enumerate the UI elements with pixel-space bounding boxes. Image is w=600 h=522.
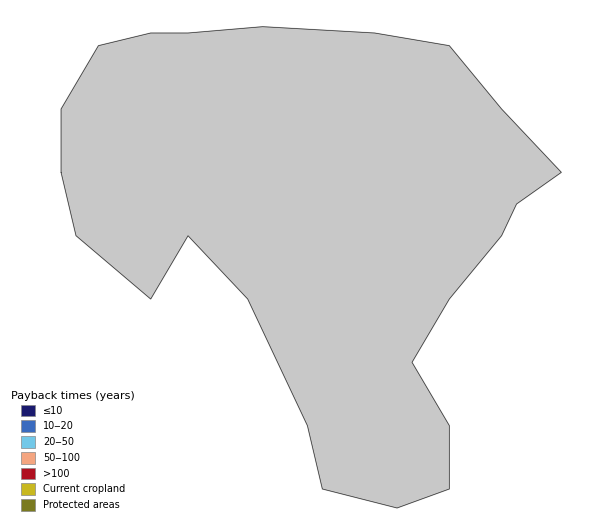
Legend: ≤10, 10‒20, 20‒50, 50‒100, >100, Current cropland, Protected areas: ≤10, 10‒20, 20‒50, 50‒100, >100, Current… (6, 386, 140, 516)
Polygon shape (61, 27, 561, 508)
